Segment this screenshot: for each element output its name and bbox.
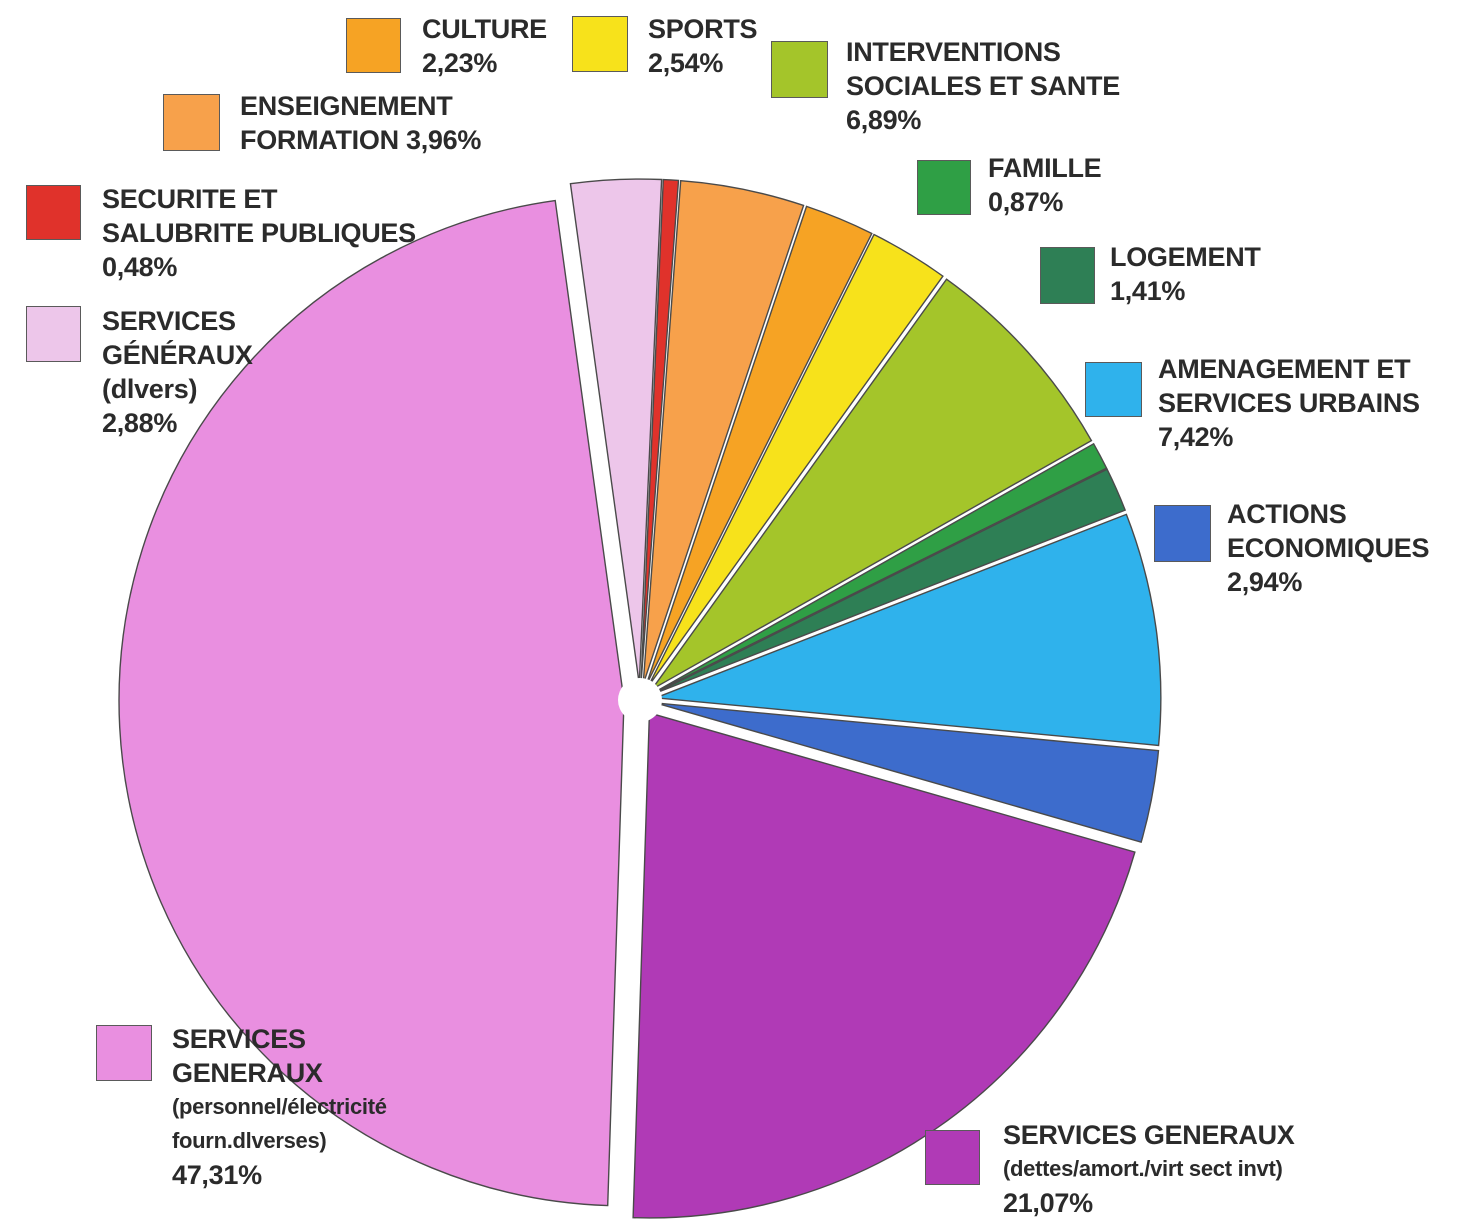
- legend-swatch: [26, 306, 81, 362]
- legend-label-line: (dlvers): [102, 374, 198, 404]
- legend-label-line: GÉNÉRAUX: [102, 340, 253, 370]
- legend-label-line: SECURITE ET: [102, 184, 278, 214]
- pie-slice: [655, 702, 1160, 844]
- legend-label-line: ACTIONS: [1227, 499, 1347, 529]
- legend-swatch: [1085, 362, 1142, 417]
- legend-value: 1,41%: [1110, 276, 1186, 306]
- legend-label-line: SALUBRITE PUBLIQUES: [102, 218, 416, 248]
- pie-slice: [645, 205, 873, 686]
- legend-label-line: ENSEIGNEMENT: [240, 91, 453, 121]
- legend-value: 2,88%: [102, 408, 178, 438]
- legend-swatch: [771, 41, 828, 98]
- legend-label-line: CULTURE: [422, 14, 547, 44]
- legend-swatch: [163, 94, 220, 151]
- legend-label: INTERVENTIONS SOCIALES ET SANTE 6,89%: [846, 35, 1120, 137]
- legend-label-line: FORMATION 3,96%: [240, 125, 482, 155]
- legend-label-line: FAMILLE: [988, 153, 1102, 183]
- legend-swatch: [26, 185, 81, 240]
- legend-label-line: SERVICES: [102, 306, 236, 336]
- legend-label: CULTURE 2,23%: [422, 12, 547, 80]
- pie-slice: [647, 233, 944, 687]
- pie-slice: [651, 278, 1093, 690]
- legend-swatch: [1040, 247, 1095, 304]
- pie-hub: [618, 678, 662, 722]
- legend-label: FAMILLE 0,87%: [988, 151, 1102, 219]
- pie-slice: [642, 179, 805, 685]
- pie-slice: [654, 468, 1127, 695]
- legend-value: 2,54%: [648, 48, 724, 78]
- legend-swatch: [917, 160, 971, 215]
- legend-swatch: [572, 16, 628, 72]
- legend-label: SERVICES GENERAUX (dettes/amort./virt sec…: [1003, 1118, 1295, 1220]
- legend-label-line: AMENAGEMENT ET: [1158, 354, 1411, 384]
- legend-value: 0,87%: [988, 187, 1064, 217]
- legend-value: 47,31%: [172, 1160, 262, 1190]
- legend-swatch: [925, 1130, 980, 1185]
- legend-label: SPORTS 2,54%: [648, 12, 758, 80]
- pie-slice: [655, 513, 1162, 747]
- pie-slice: [569, 178, 663, 685]
- legend-label-line: (dettes/amort./virt sect invt): [1003, 1156, 1283, 1181]
- pie-slice: [632, 712, 1136, 1219]
- legend-value: 21,07%: [1003, 1188, 1093, 1218]
- legend-label-line: (personnel/électricité: [172, 1094, 387, 1119]
- legend-label-line: SPORTS: [648, 14, 758, 44]
- legend-label-line: LOGEMENT: [1110, 242, 1261, 272]
- legend-label-line: SOCIALES ET SANTE: [846, 71, 1120, 101]
- legend-label-line: SERVICES GENERAUX: [1003, 1120, 1295, 1150]
- legend-label: AMENAGEMENT ET SERVICES URBAINS 7,42%: [1158, 352, 1420, 454]
- legend-label-line: SERVICES: [172, 1024, 306, 1054]
- legend-value: 6,89%: [846, 105, 922, 135]
- legend-swatch: [346, 18, 401, 73]
- legend-label-line: fourn.dlverses): [172, 1128, 327, 1153]
- pie-slice: [640, 178, 680, 685]
- legend-label: LOGEMENT 1,41%: [1110, 240, 1261, 308]
- legend-label: ACTIONS ECONOMIQUES 2,94%: [1227, 497, 1430, 599]
- pie-slice: [118, 199, 625, 1207]
- pie-slice: [653, 442, 1108, 694]
- legend-label-line: GENERAUX: [172, 1058, 323, 1088]
- legend-label-line: SERVICES URBAINS: [1158, 388, 1420, 418]
- legend-label-line: ECONOMIQUES: [1227, 533, 1430, 563]
- legend-value: 0,48%: [102, 252, 178, 282]
- legend-label: SECURITE ET SALUBRITE PUBLIQUES 0,48%: [102, 182, 416, 284]
- legend-swatch: [96, 1025, 152, 1081]
- legend-label: SERVICES GÉNÉRAUX (dlvers) 2,88%: [102, 304, 253, 440]
- legend-swatch: [1154, 505, 1211, 562]
- legend-value: 2,23%: [422, 48, 498, 78]
- legend-label: SERVICES GENERAUX (personnel/électricité fo…: [172, 1022, 387, 1192]
- legend-label: ENSEIGNEMENT FORMATION 3,96%: [240, 89, 481, 157]
- legend-value: 7,42%: [1158, 422, 1234, 452]
- legend-value: 2,94%: [1227, 567, 1303, 597]
- legend-label-line: INTERVENTIONS: [846, 37, 1061, 67]
